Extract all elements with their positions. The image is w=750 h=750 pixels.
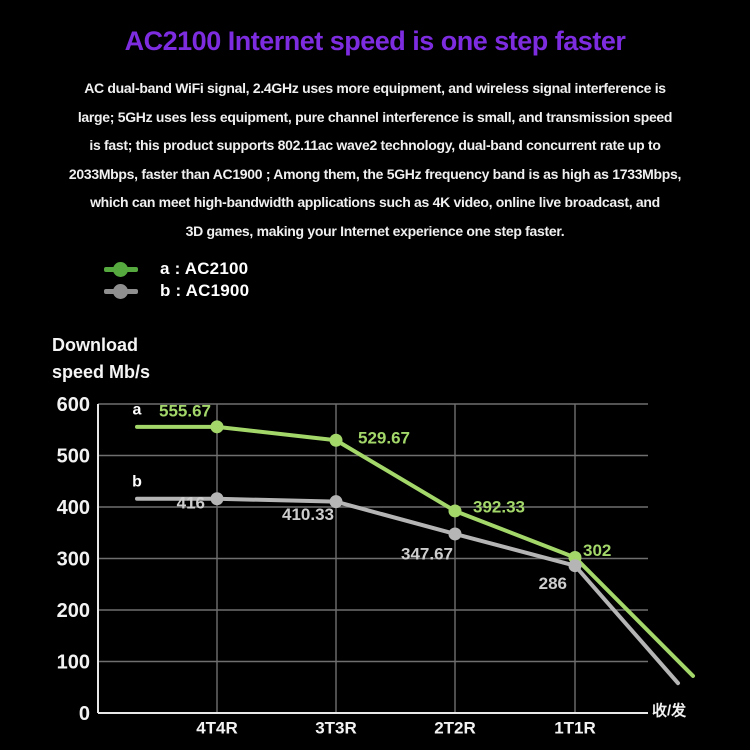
x-axis-end-label: 收/发 <box>652 702 687 720</box>
point-label: 302 <box>583 541 611 560</box>
point-label: 392.33 <box>473 497 525 516</box>
y-tick-label: 200 <box>57 600 90 622</box>
y-tick-label: 300 <box>57 549 90 571</box>
legend-marker-a-icon <box>104 261 138 277</box>
y-tick-label: 400 <box>57 497 90 519</box>
series-line-b <box>135 496 680 686</box>
series-letter-label: a <box>133 401 142 418</box>
x-tick-label: 3T3R <box>315 719 357 738</box>
y-axis-title: Download speed Mb/s <box>52 335 151 382</box>
legend-item-a: a : AC2100 <box>104 258 249 280</box>
legend-dot-a <box>113 261 128 277</box>
point-label: 410.33 <box>282 505 334 524</box>
point-label: 416 <box>177 493 205 512</box>
data-point-a-3T3R <box>329 433 343 447</box>
series-line-a <box>135 424 695 678</box>
chart-legend: a : AC2100 b : AC1900 <box>104 258 249 302</box>
legend-marker-b-icon <box>104 283 138 299</box>
data-point-b-4T4R <box>210 492 224 506</box>
point-label: 555.67 <box>159 401 211 420</box>
y-tick-label: 600 <box>57 394 90 416</box>
y-tick-label: 500 <box>57 446 90 468</box>
data-point-b-1T1R <box>568 559 582 573</box>
legend-dot-b <box>113 283 128 299</box>
x-tick-label: 2T2R <box>434 719 476 738</box>
data-point-a-4T4R <box>210 420 224 434</box>
x-tick-label: 4T4R <box>196 719 238 738</box>
data-point-b-2T2R <box>448 527 462 541</box>
data-point-b-3T3R <box>329 495 343 509</box>
point-label: 529.67 <box>358 429 410 448</box>
line-chart: 0 100 200 300 400 500 600 4T4R 3T3R 2T2R 1T1R 收/发 55… <box>57 394 695 738</box>
y-tick-label: 100 <box>57 652 90 674</box>
legend-label-b: b : AC1900 <box>160 281 250 300</box>
point-label: 347.67 <box>401 544 453 563</box>
page-title: AC2100 Internet speed is one step faster <box>124 26 626 57</box>
x-tick-label: 1T1R <box>554 719 596 738</box>
series-letter-label: b <box>132 473 142 490</box>
description-text: AC dual-band WiFi signal, 2.4GHz uses mo… <box>68 80 682 239</box>
legend-label-a: a : AC2100 <box>160 259 249 278</box>
data-point-a-2T2R <box>448 504 462 518</box>
point-label: 286 <box>539 574 567 593</box>
legend-item-b: b : AC1900 <box>104 280 249 302</box>
y-tick-label: 0 <box>79 703 90 725</box>
